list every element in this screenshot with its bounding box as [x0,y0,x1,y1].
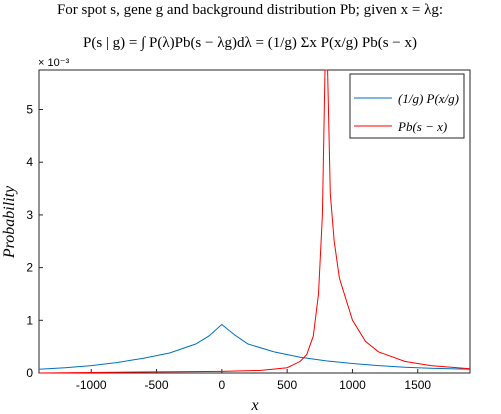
legend-label-series-1: (1/g) P(x/g) [398,91,459,106]
y-tick-label: 0 [26,366,33,380]
y-axis-label: Probability [1,185,18,259]
y-tick-label: 1 [26,313,33,327]
x-tick-label: -1000 [76,378,107,392]
series-line-2 [38,69,471,374]
x-tick-label: 0 [219,378,226,392]
legend-label-series-2: Pb(s − x) [397,119,447,134]
chart-title-line-2: P(s | g) = ∫ P(λ)Pb(s − λg)dλ = (1/g) Σx… [83,35,417,51]
x-tick-label: 1000 [339,378,366,392]
x-tick-label: -500 [145,378,169,392]
legend-box [349,73,465,139]
series-layer [38,69,471,374]
x-tick-label: 1500 [404,378,431,392]
y-tick-label: 3 [26,208,33,222]
series-line-1 [38,323,471,370]
x-axis-ticks: -1000 -500 0 500 1000 1500 [76,369,431,392]
y-tick-label: 2 [26,261,33,275]
chart-title-line-1: For spot s, gene g and background distri… [57,2,443,18]
y-exponent-label: × 10⁻³ [38,57,70,69]
x-axis-label: x [250,397,258,414]
legend: (1/g) P(x/g) Pb(s − x) [349,73,465,139]
y-tick-label: 4 [26,155,33,169]
x-tick-label: 500 [277,378,297,392]
y-axis-ticks: 0 1 2 3 4 5 [26,103,43,380]
y-tick-label: 5 [26,103,33,117]
